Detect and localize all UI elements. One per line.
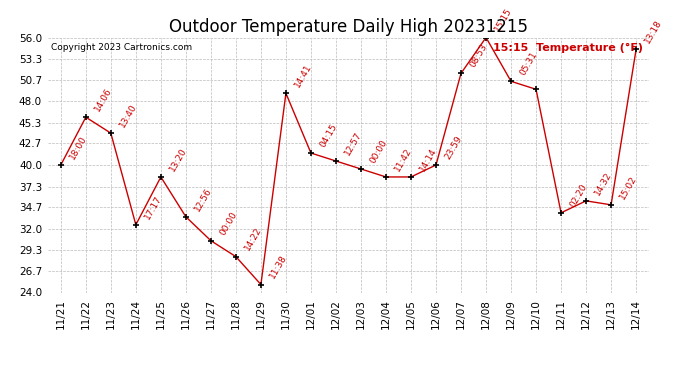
Text: 04:15: 04:15 — [318, 122, 339, 149]
Text: 13:40: 13:40 — [118, 102, 139, 129]
Text: 13:18: 13:18 — [643, 18, 664, 45]
Text: 14:22: 14:22 — [243, 226, 264, 252]
Text: 00:00: 00:00 — [368, 138, 388, 165]
Text: 08:53: 08:53 — [468, 42, 489, 69]
Text: 17:17: 17:17 — [143, 194, 164, 220]
Text: 11:38: 11:38 — [268, 254, 288, 280]
Title: Outdoor Temperature Daily High 20231215: Outdoor Temperature Daily High 20231215 — [169, 18, 528, 36]
Text: 14:14: 14:14 — [418, 146, 439, 173]
Text: 02:20: 02:20 — [568, 182, 589, 209]
Text: Copyright 2023 Cartronics.com: Copyright 2023 Cartronics.com — [51, 43, 193, 52]
Text: 15:15: 15:15 — [493, 6, 513, 33]
Text: 15:15  Temperature (°F): 15:15 Temperature (°F) — [493, 43, 642, 52]
Text: 18:00: 18:00 — [68, 134, 88, 161]
Text: 23:59: 23:59 — [443, 134, 464, 161]
Text: 14:32: 14:32 — [593, 170, 613, 197]
Text: 00:00: 00:00 — [218, 210, 239, 237]
Text: 13:20: 13:20 — [168, 146, 188, 173]
Text: 12:56: 12:56 — [193, 186, 213, 213]
Text: 12:57: 12:57 — [343, 130, 364, 157]
Text: 14:41: 14:41 — [293, 62, 313, 89]
Text: 14:06: 14:06 — [92, 86, 113, 113]
Text: 11:42: 11:42 — [393, 146, 413, 173]
Text: 15:02: 15:02 — [618, 174, 639, 201]
Text: 05:31: 05:31 — [518, 50, 539, 77]
